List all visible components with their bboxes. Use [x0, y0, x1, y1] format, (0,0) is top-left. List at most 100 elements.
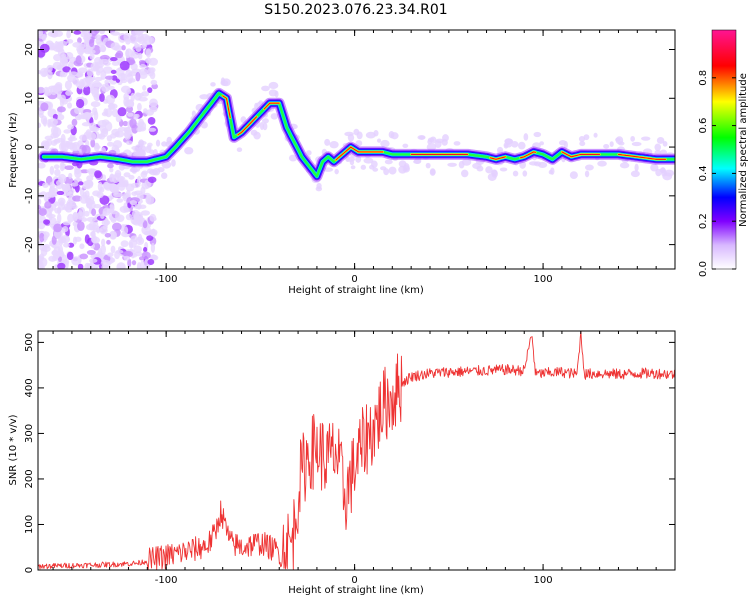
- noise-cell: [131, 191, 138, 196]
- noise-cell: [85, 77, 94, 84]
- noise-cell: [141, 170, 149, 176]
- halo-cell: [597, 160, 607, 167]
- noise-cell: [81, 144, 91, 155]
- noise-cell: [92, 107, 98, 116]
- noise-cell: [38, 122, 42, 129]
- spectrogram-ytick-label: 10: [24, 92, 35, 105]
- noise-cell: [125, 189, 131, 200]
- colorbar-gradient: [711, 29, 737, 270]
- noise-cell: [119, 205, 130, 213]
- halo-cell: [512, 170, 519, 177]
- halo-cell: [380, 139, 390, 148]
- noise-cell: [142, 220, 148, 229]
- halo-cell: [350, 165, 356, 170]
- halo-cell: [324, 138, 331, 146]
- noise-cell: [137, 121, 147, 131]
- noise-cell: [130, 92, 135, 102]
- snr-ytick-label: 100: [24, 515, 35, 534]
- noise-cell: [99, 30, 106, 35]
- noise-cell: [84, 262, 91, 269]
- halo-cell: [355, 155, 362, 163]
- snr-ytick-label: 0: [24, 567, 35, 573]
- noise-cell: [112, 140, 123, 149]
- noise-cell: [111, 61, 120, 66]
- noise-cell: [64, 165, 74, 171]
- noise-cell: [133, 211, 143, 222]
- noise-cell: [141, 251, 151, 260]
- noise-cell: [82, 191, 87, 199]
- noise-cell: [72, 211, 79, 221]
- noise-cell: [50, 45, 56, 50]
- noise-cell: [39, 191, 48, 198]
- noise-cell: [127, 112, 134, 117]
- halo-cell: [149, 169, 158, 176]
- halo-cell: [236, 147, 243, 153]
- noise-cell: [102, 207, 111, 216]
- halo-cell: [334, 168, 339, 175]
- noise-cell: [122, 120, 129, 127]
- spectrogram-heatmap: [38, 30, 675, 269]
- noise-cell: [57, 106, 66, 113]
- noise-cell: [127, 258, 132, 268]
- noise-cell: [57, 262, 66, 269]
- noise-cell: [84, 210, 90, 217]
- noise-cell: [85, 129, 92, 138]
- halo-cell: [504, 138, 514, 145]
- noise-cell: [99, 195, 110, 205]
- colorbar-tick-label: 0.8: [698, 70, 709, 86]
- ridge-peak: [519, 151, 537, 159]
- noise-cell: [116, 198, 124, 203]
- noise-cell: [110, 57, 118, 62]
- halo-cell: [517, 141, 526, 150]
- noise-cell: [66, 102, 73, 109]
- noise-cell: [128, 35, 139, 44]
- noise-cell: [40, 102, 49, 112]
- noise-cell: [43, 234, 48, 241]
- halo-cell: [132, 152, 142, 157]
- noise-cell: [138, 68, 149, 76]
- noise-cell: [119, 176, 126, 184]
- snr-ytick-label: 400: [24, 378, 35, 397]
- noise-cell: [135, 44, 142, 52]
- colorbar-tick-label: 0.6: [698, 118, 709, 134]
- noise-cell: [90, 101, 101, 108]
- noise-cell: [84, 32, 93, 38]
- noise-cell: [120, 85, 131, 94]
- noise-cell: [101, 238, 106, 247]
- noise-cell: [76, 98, 85, 109]
- noise-cell: [78, 79, 85, 89]
- noise-cell: [90, 138, 96, 148]
- noise-cell: [74, 168, 82, 179]
- noise-cell: [119, 60, 130, 71]
- spectrogram-xtick-label: 100: [534, 274, 553, 285]
- noise-cell: [117, 107, 127, 117]
- halo-cell: [398, 165, 407, 174]
- noise-cell: [41, 70, 48, 77]
- noise-cell: [73, 30, 82, 35]
- noise-cell: [85, 183, 91, 190]
- noise-cell: [52, 127, 62, 137]
- noise-cell: [104, 79, 109, 85]
- noise-cell: [60, 140, 71, 148]
- noise-cell: [71, 141, 80, 152]
- noise-cell: [75, 55, 82, 66]
- noise-cell: [48, 217, 57, 226]
- noise-cell: [58, 236, 64, 247]
- noise-cell: [139, 63, 147, 69]
- spectrogram-ytick-label: -10: [24, 188, 35, 204]
- noise-cell: [120, 72, 126, 80]
- halo-cell: [442, 134, 449, 142]
- noise-cell: [115, 50, 124, 59]
- noise-cell: [62, 221, 71, 226]
- noise-cell: [147, 176, 157, 183]
- noise-cell: [150, 79, 158, 86]
- halo-cell: [631, 141, 642, 147]
- noise-cell: [52, 61, 62, 70]
- noise-cell: [40, 246, 48, 257]
- halo-cell: [650, 163, 659, 172]
- noise-cell: [77, 221, 85, 232]
- noise-cell: [107, 163, 114, 169]
- noise-cell: [111, 75, 118, 81]
- noise-cell: [111, 108, 119, 118]
- noise-cell: [57, 40, 68, 47]
